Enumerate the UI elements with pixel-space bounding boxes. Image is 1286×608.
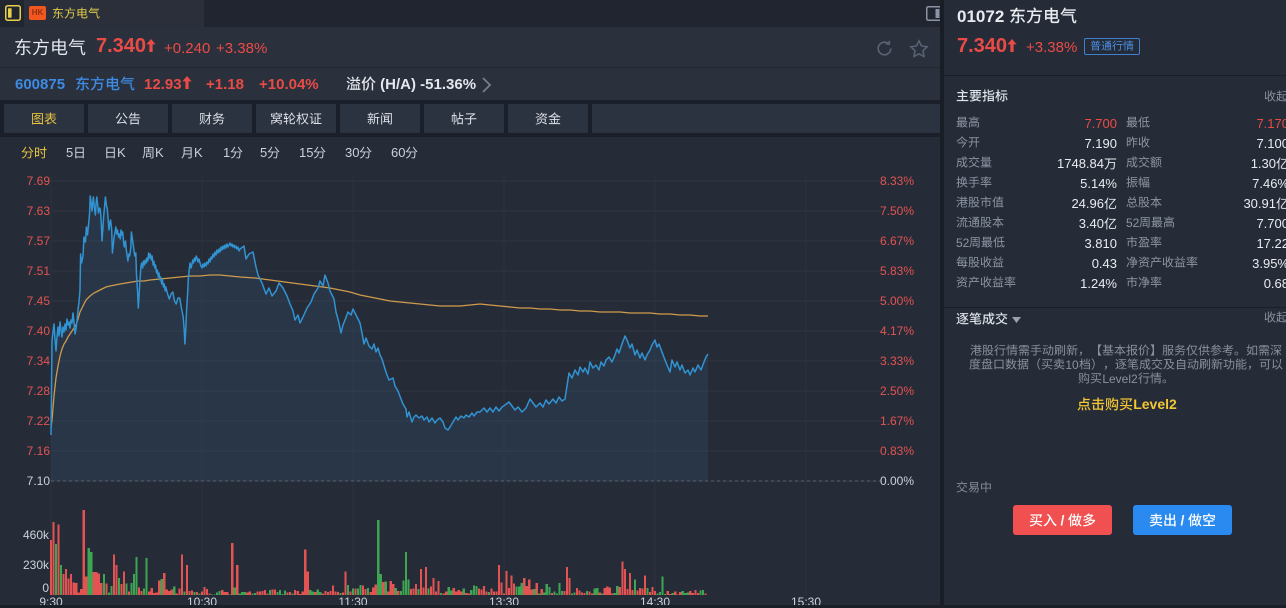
svg-text:8.33%: 8.33% (880, 174, 914, 188)
svg-text:6.67%: 6.67% (880, 234, 914, 248)
svg-text:7.69: 7.69 (27, 174, 51, 188)
svg-text:1.67%: 1.67% (880, 414, 914, 428)
svg-text:14:30: 14:30 (640, 595, 670, 608)
svg-text:0.83%: 0.83% (880, 444, 914, 458)
svg-text:7.28: 7.28 (27, 384, 51, 398)
svg-text:7.16: 7.16 (27, 444, 51, 458)
svg-text:5.00%: 5.00% (880, 294, 914, 308)
svg-text:13:30: 13:30 (489, 595, 519, 608)
svg-text:11:30: 11:30 (338, 595, 367, 608)
svg-text:230k: 230k (23, 558, 50, 572)
svg-text:0: 0 (42, 581, 49, 595)
svg-text:10:30: 10:30 (187, 595, 217, 608)
svg-text:9:30: 9:30 (39, 595, 63, 608)
svg-text:2.50%: 2.50% (880, 384, 914, 398)
svg-text:4.17%: 4.17% (880, 324, 914, 338)
svg-text:7.57: 7.57 (27, 234, 51, 248)
svg-text:15:30: 15:30 (791, 595, 821, 608)
svg-text:7.63: 7.63 (27, 204, 51, 218)
svg-text:7.51: 7.51 (27, 264, 51, 278)
svg-text:460k: 460k (23, 528, 50, 542)
svg-text:7.40: 7.40 (27, 324, 51, 338)
svg-text:7.22: 7.22 (27, 414, 51, 428)
svg-text:7.50%: 7.50% (880, 204, 914, 218)
svg-text:7.10: 7.10 (27, 474, 51, 488)
svg-text:7.34: 7.34 (27, 354, 51, 368)
svg-text:0.00%: 0.00% (880, 474, 914, 488)
svg-text:3.33%: 3.33% (880, 354, 914, 368)
svg-text:5.83%: 5.83% (880, 264, 914, 278)
svg-text:7.45: 7.45 (27, 294, 51, 308)
